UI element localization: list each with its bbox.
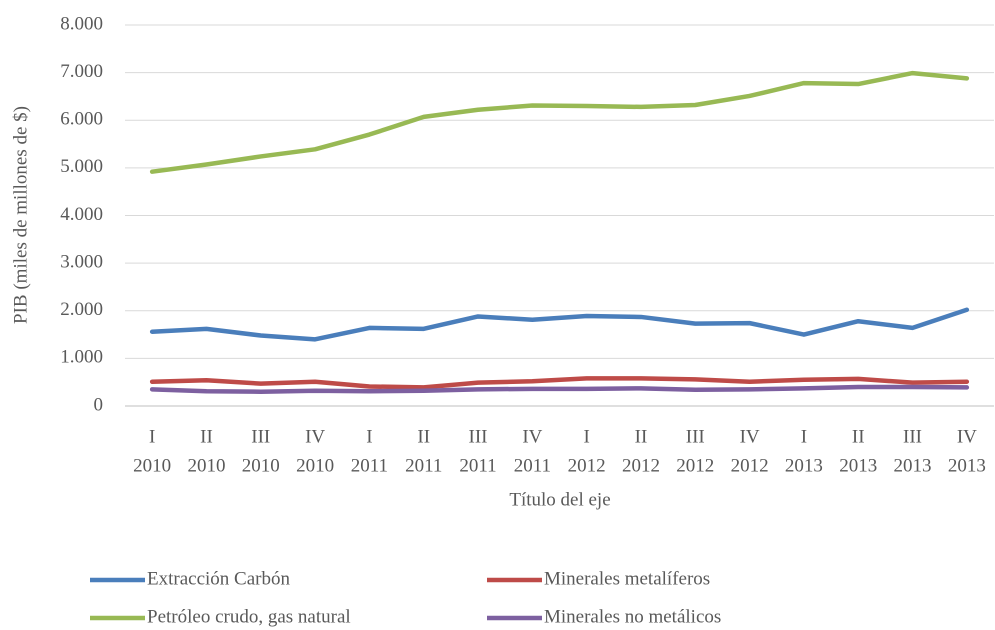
- x-tick-label: 2011: [351, 455, 388, 476]
- x-tick-label: 2013: [785, 455, 823, 476]
- x-tick-label: IV: [305, 426, 325, 447]
- x-tick-label: I: [366, 426, 372, 447]
- x-tick-label: 2012: [676, 455, 714, 476]
- y-tick-label: 0: [94, 394, 104, 415]
- y-tick-label: 5.000: [60, 156, 103, 177]
- x-tick-label: III: [903, 426, 922, 447]
- x-tick-label: III: [469, 426, 488, 447]
- series-line: [149, 70, 970, 174]
- legend-label: Extracción Carbón: [147, 568, 290, 589]
- x-tick-label: 2013: [948, 455, 986, 476]
- x-tick-label: IV: [957, 426, 977, 447]
- x-tick-label: IV: [740, 426, 760, 447]
- y-tick-label: 6.000: [60, 109, 103, 130]
- x-tick-label: II: [852, 426, 865, 447]
- series-line: [149, 307, 970, 342]
- x-tick-label: I: [801, 426, 807, 447]
- x-tick-label: III: [251, 426, 270, 447]
- x-tick-label: 2012: [568, 455, 606, 476]
- y-tick-label: 4.000: [60, 204, 103, 225]
- x-tick-label: 2012: [731, 455, 769, 476]
- y-axis-title: PIB (miles de millones de $): [10, 106, 31, 324]
- x-tick-label: 2010: [133, 455, 171, 476]
- y-tick-label: 7.000: [60, 61, 103, 82]
- x-tick-label: II: [635, 426, 648, 447]
- y-tick-label: 3.000: [60, 251, 103, 272]
- x-tick-label: 2010: [187, 455, 225, 476]
- x-tick-label: 2010: [296, 455, 334, 476]
- x-tick-label: II: [200, 426, 213, 447]
- legend-label: Minerales no metálicos: [544, 606, 721, 627]
- x-tick-label: II: [417, 426, 430, 447]
- x-tick-label: 2011: [514, 455, 551, 476]
- y-tick-label: 1.000: [60, 347, 103, 368]
- x-tick-label: I: [583, 426, 589, 447]
- y-tick-label: 2.000: [60, 299, 103, 320]
- x-tick-label: 2013: [894, 455, 932, 476]
- series-line: [149, 376, 970, 390]
- x-tick-label: 2010: [242, 455, 280, 476]
- x-tick-label: 2013: [839, 455, 877, 476]
- x-tick-label: III: [686, 426, 705, 447]
- x-axis-title: Título del eje: [509, 489, 610, 510]
- legend-label: Minerales metalíferos: [544, 568, 710, 589]
- x-tick-label: 2011: [459, 455, 496, 476]
- x-tick-label: IV: [522, 426, 542, 447]
- x-tick-label: 2011: [405, 455, 442, 476]
- y-tick-label: 8.000: [60, 13, 103, 34]
- x-tick-label: I: [149, 426, 155, 447]
- legend-label: Petróleo crudo, gas natural: [147, 606, 351, 627]
- x-tick-label: 2012: [622, 455, 660, 476]
- series-line: [149, 384, 970, 394]
